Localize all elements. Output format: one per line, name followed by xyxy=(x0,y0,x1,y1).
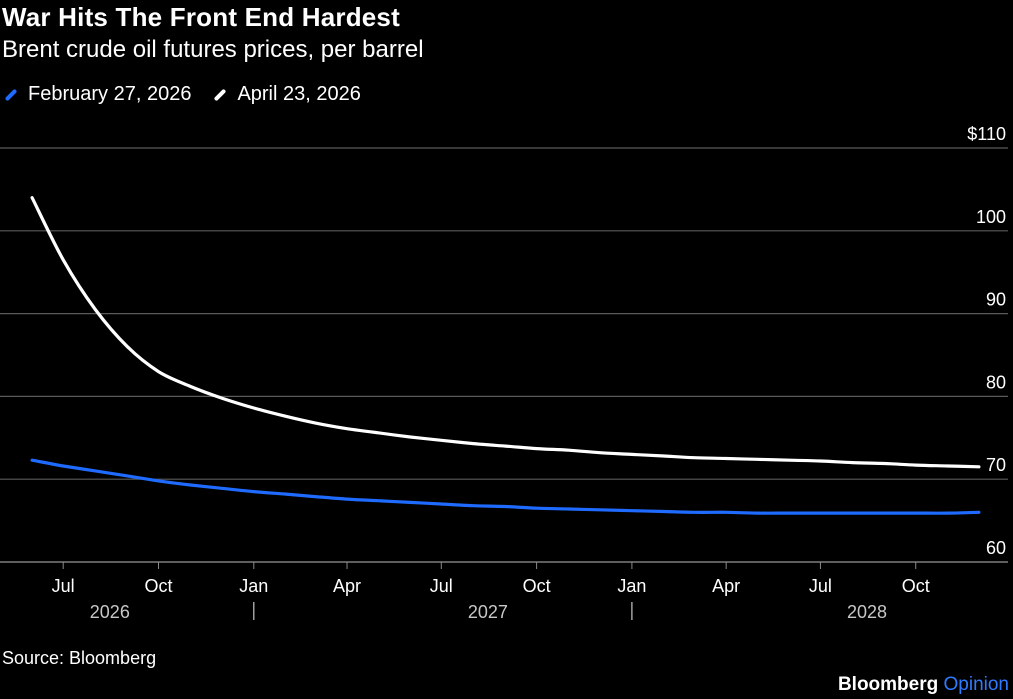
y-tick-label-100: 100 xyxy=(976,207,1006,227)
y-tick-label-90: 90 xyxy=(986,290,1006,310)
x-tick-label-9: Oct xyxy=(902,576,930,596)
brand-main: Bloomberg xyxy=(837,674,939,695)
legend-swatch-apr-icon xyxy=(214,88,227,101)
x-tick-label-5: Oct xyxy=(523,576,551,596)
y-tick-label-110: $110 xyxy=(967,124,1006,144)
series-line-1 xyxy=(30,196,981,469)
source-note: Source: Bloomberg xyxy=(2,648,157,668)
y-tick-label-80: 80 xyxy=(986,372,1006,392)
legend-label-apr: April 23, 2026 xyxy=(237,83,361,105)
x-tick-label-6: Jan xyxy=(617,576,646,596)
x-tick-label-7: Apr xyxy=(712,576,740,596)
y-tick-label-60: 60 xyxy=(986,538,1006,558)
x-tick-label-2: Jan xyxy=(239,576,268,596)
year-label-2028: 2028 xyxy=(847,602,887,622)
series-line-0 xyxy=(30,458,981,515)
brand-sub: Opinion xyxy=(943,674,1010,695)
chart-subtitle: Brent crude oil futures prices, per barr… xyxy=(2,36,424,63)
line-chart: $110 100 90 80 70 60 Jul Oct Jan Apr Jul Oct Jan Apr J… xyxy=(0,124,1008,622)
legend-item-feb: February 27, 2026 xyxy=(4,83,191,106)
brand-logo: Bloomberg Opinion xyxy=(838,674,1009,696)
year-label-2027: 2027 xyxy=(468,602,508,622)
x-tick-label-0: Jul xyxy=(52,576,75,596)
legend-swatch-feb-icon xyxy=(4,88,18,101)
x-tick-label-1: Oct xyxy=(144,576,172,596)
legend-label-feb: February 27, 2026 xyxy=(28,83,192,105)
x-tick-label-8: Jul xyxy=(809,576,832,596)
y-tick-label-70: 70 xyxy=(986,455,1006,475)
x-tick-label-3: Apr xyxy=(333,576,361,596)
chart-title: War Hits The Front End Hardest xyxy=(2,2,400,32)
year-label-2026: 2026 xyxy=(90,602,130,622)
x-tick-label-4: Jul xyxy=(430,576,453,596)
legend-item-apr: April 23, 2026 xyxy=(213,83,361,106)
legend: February 27, 2026 April 23, 2026 xyxy=(4,83,383,106)
